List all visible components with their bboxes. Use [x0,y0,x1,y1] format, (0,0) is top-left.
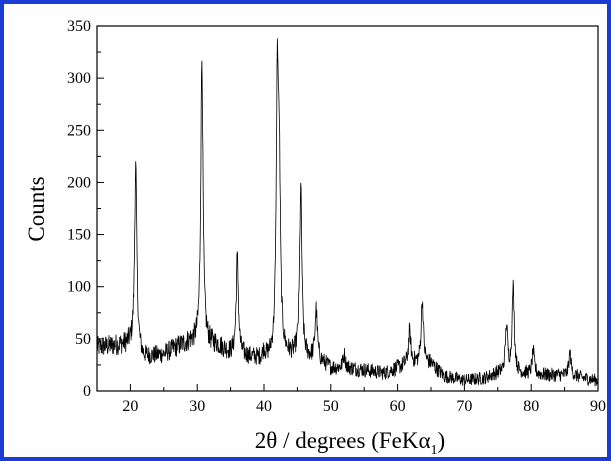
series-line-xrd-pattern [96,38,599,387]
x-axis: 20 30 40 50 60 70 80 90 [96,384,606,415]
x-tick-label: 40 [256,398,272,415]
x-axis-title-close: ) [438,428,446,453]
y-tick-label: 200 [67,174,91,191]
x-tick-label: 60 [390,398,406,415]
x-axis-title-main: 2θ / degrees (FeKα [255,428,431,453]
plot-area [96,25,599,392]
y-axis-title: Counts [24,176,49,241]
x-tick-label: 20 [122,398,138,415]
x-tick-label: 50 [323,398,339,415]
x-axis-title-subscript: 1 [431,443,438,458]
x-axis-title: 2θ / degrees (FeKα1) [255,428,445,458]
y-tick-label: 150 [67,227,91,244]
x-tick-label: 80 [523,398,539,415]
y-tick-label: 0 [83,383,91,400]
y-tick-label: 300 [67,70,91,87]
x-tick-label: 90 [590,398,606,415]
y-tick-label: 50 [75,331,91,348]
y-tick-label: 350 [67,18,91,35]
y-tick-label: 250 [67,122,91,139]
y-tick-label: 100 [67,279,91,296]
x-tick-label: 70 [456,398,472,415]
x-tick-label: 30 [189,398,205,415]
